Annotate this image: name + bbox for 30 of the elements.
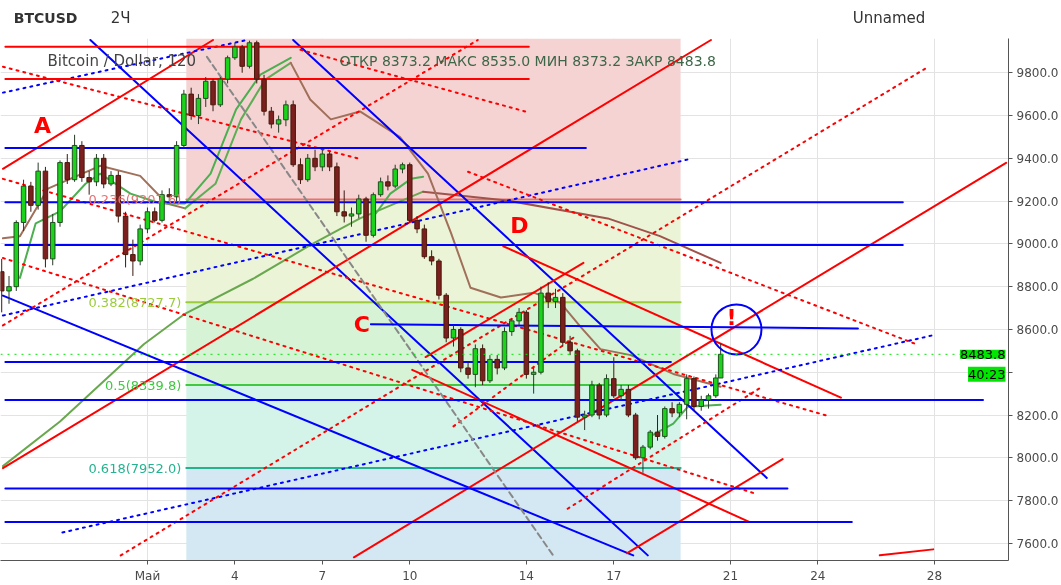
y-tick-label: 9800.0 bbox=[1016, 66, 1059, 81]
y-tick-label: 9600.0 bbox=[1016, 109, 1059, 124]
annotation: A bbox=[33, 113, 52, 138]
x-tick-label: 14 bbox=[518, 568, 535, 583]
y-tick-label: 9000.0 bbox=[1016, 237, 1059, 252]
y-tick-label: 8600.0 bbox=[1016, 322, 1059, 337]
ref-line-label: 8483.8 bbox=[960, 346, 1006, 362]
x-tick-label: 21 bbox=[722, 568, 739, 583]
y-tick-label: 8200.0 bbox=[1016, 408, 1059, 423]
y-tick-label: 9400.0 bbox=[1016, 151, 1059, 166]
y-tick-label: 7600.0 bbox=[1016, 536, 1059, 551]
y-tick-label: 7800.0 bbox=[1016, 494, 1059, 509]
series-label: 0.618(7952.0) bbox=[88, 460, 182, 476]
annotation: 40:23 bbox=[968, 366, 1006, 382]
x-tick-label: 17 bbox=[606, 568, 622, 583]
x-tick-label: 28 bbox=[926, 568, 943, 583]
x-tick-label: 10 bbox=[402, 568, 418, 583]
y-tick-label: 9200.0 bbox=[1016, 194, 1059, 209]
x-tick-label: 7 bbox=[318, 568, 327, 583]
annotation: ! bbox=[726, 304, 737, 330]
chart-title: BTCUSD bbox=[13, 9, 78, 26]
x-tick-label: 4 bbox=[231, 568, 239, 583]
annotation: D bbox=[510, 213, 529, 238]
text: Unnamed bbox=[852, 8, 926, 27]
x-tick-label: Май bbox=[134, 568, 161, 583]
text: 2Ч bbox=[110, 8, 131, 27]
annotation: C bbox=[353, 311, 370, 337]
x-tick-label: 24 bbox=[810, 568, 826, 583]
y-tick-label: 8800.0 bbox=[1016, 280, 1059, 295]
y-tick-label: 8000.0 bbox=[1016, 451, 1059, 466]
